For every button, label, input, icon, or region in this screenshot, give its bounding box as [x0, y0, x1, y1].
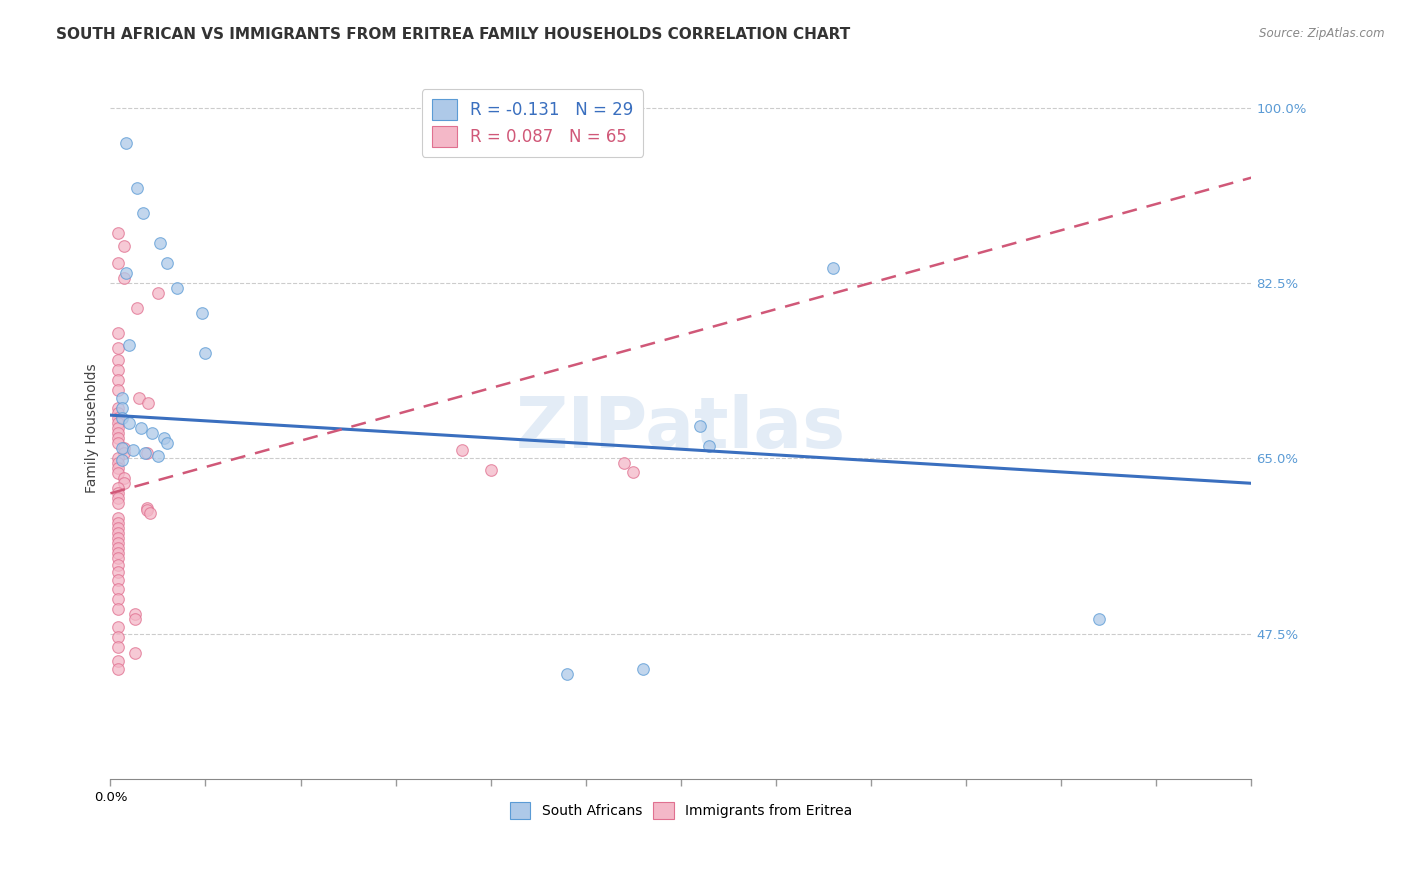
Point: [112, 446, 135, 460]
Text: ZIPatlas: ZIPatlas: [516, 393, 846, 463]
Point: [107, 526, 129, 541]
Point: [107, 467, 129, 481]
Point: [194, 346, 217, 360]
Point: [114, 136, 136, 150]
Point: [107, 601, 129, 615]
Point: [107, 521, 129, 535]
Point: [621, 465, 644, 479]
Point: [107, 654, 129, 668]
Point: [125, 180, 148, 194]
Point: [107, 373, 129, 387]
Point: [118, 416, 141, 430]
Point: [613, 456, 636, 470]
Point: [107, 431, 129, 445]
Point: [111, 391, 134, 405]
Point: [166, 281, 188, 295]
Point: [107, 574, 129, 588]
Point: [107, 226, 129, 240]
Point: [156, 436, 179, 450]
Point: [107, 341, 129, 355]
Point: [114, 266, 136, 280]
Point: [152, 431, 174, 445]
Point: [107, 551, 129, 566]
Point: [107, 451, 129, 466]
Point: [107, 640, 129, 654]
Point: [107, 461, 129, 475]
Point: [107, 558, 129, 573]
Point: [107, 541, 129, 556]
Point: [124, 611, 146, 625]
Point: [111, 401, 134, 416]
Point: [122, 443, 145, 458]
Point: [107, 256, 129, 270]
Point: [107, 426, 129, 441]
Point: [107, 619, 129, 633]
Point: [107, 536, 129, 550]
Point: [107, 436, 129, 450]
Point: [107, 630, 129, 644]
Y-axis label: Family Households: Family Households: [86, 363, 100, 493]
Point: [129, 421, 152, 435]
Point: [107, 566, 129, 580]
Point: [125, 301, 148, 315]
Point: [112, 471, 135, 485]
Point: [139, 507, 162, 521]
Point: [141, 426, 163, 441]
Point: [107, 383, 129, 397]
Point: [107, 491, 129, 506]
Point: [479, 463, 502, 477]
Point: [111, 411, 134, 425]
Point: [135, 503, 157, 517]
Point: [156, 256, 179, 270]
Point: [111, 441, 134, 455]
Point: [124, 607, 146, 621]
Point: [135, 446, 157, 460]
Point: [107, 591, 129, 606]
Point: [149, 235, 172, 250]
Point: [107, 662, 129, 676]
Point: [107, 401, 129, 416]
Point: [107, 511, 129, 525]
Point: [124, 646, 146, 660]
Point: [146, 449, 169, 463]
Point: [132, 205, 155, 219]
Point: [107, 456, 129, 470]
Point: [134, 446, 156, 460]
Point: [631, 662, 654, 676]
Point: [112, 441, 135, 455]
Point: [451, 443, 474, 458]
Point: [112, 271, 135, 285]
Point: [107, 546, 129, 560]
Point: [107, 516, 129, 531]
Point: [107, 421, 129, 435]
Point: [135, 501, 157, 516]
Point: [111, 453, 134, 467]
Point: [107, 486, 129, 500]
Point: [699, 439, 721, 453]
Point: [689, 419, 711, 434]
Point: [107, 406, 129, 420]
Point: [107, 353, 129, 368]
Point: [190, 306, 212, 320]
Point: [107, 496, 129, 510]
Point: [1088, 611, 1111, 625]
Point: [112, 239, 135, 253]
Point: [107, 411, 129, 425]
Point: [138, 396, 160, 410]
Point: [107, 416, 129, 430]
Point: [107, 481, 129, 495]
Point: [128, 391, 150, 405]
Point: [821, 260, 844, 275]
Point: [107, 326, 129, 340]
Text: SOUTH AFRICAN VS IMMIGRANTS FROM ERITREA FAMILY HOUSEHOLDS CORRELATION CHART: SOUTH AFRICAN VS IMMIGRANTS FROM ERITREA…: [56, 27, 851, 42]
Point: [107, 532, 129, 546]
Point: [118, 338, 141, 352]
Text: Source: ZipAtlas.com: Source: ZipAtlas.com: [1260, 27, 1385, 40]
Legend: South Africans, Immigrants from Eritrea: South Africans, Immigrants from Eritrea: [503, 797, 858, 824]
Point: [555, 666, 578, 681]
Point: [146, 285, 169, 300]
Point: [112, 476, 135, 491]
Point: [107, 582, 129, 596]
Point: [107, 363, 129, 377]
